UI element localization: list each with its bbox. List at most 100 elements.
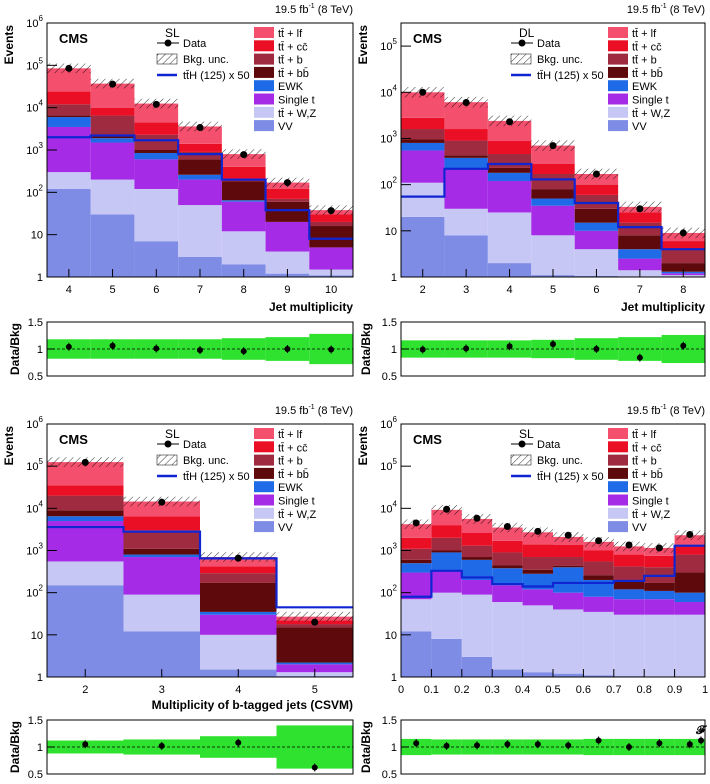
singlet-bar [221, 201, 266, 232]
ttv-bar [674, 614, 705, 677]
x-tick-label: 8 [680, 284, 686, 296]
panel-4: 1 10 102 103 104 105 106 0 0.1 0.2 0.3 0.4 0.5 0.6 0.7… [356, 404, 708, 781]
tth-line [401, 162, 705, 251]
singlet-bar [618, 258, 662, 271]
y-tick-label: 106 [380, 415, 397, 431]
ratio-point [698, 737, 704, 744]
legend-b-swatch [608, 454, 628, 466]
legend-b-swatch [254, 454, 274, 466]
channel-label: SL [165, 26, 180, 40]
legend-data-marker [518, 440, 526, 448]
legend-vv-label: VV [632, 121, 647, 133]
bb-bar [492, 565, 523, 569]
legend-ttv-swatch [608, 106, 628, 118]
x-tick-label: 0.2 [454, 684, 469, 696]
ratio-point [413, 740, 420, 747]
singlet-bar [492, 585, 523, 603]
bb-bar [461, 557, 493, 560]
data-point [655, 544, 663, 552]
x-tick-label: 0.1 [424, 684, 439, 696]
legend-cc-label: tt̄ + cc̄ [278, 41, 308, 53]
x-tick-label: 10 [325, 284, 337, 296]
legend-cc-label: tt̄ + cc̄ [632, 442, 662, 454]
bb-bar [47, 510, 124, 517]
x-tick-label: 4 [507, 284, 513, 296]
y-tick-label: 102 [380, 584, 397, 600]
data-point [65, 64, 73, 72]
ratio-y-tick-label: 0.5 [28, 769, 43, 781]
singlet-bar [583, 596, 614, 612]
data-point [564, 531, 572, 539]
legend-ewk-swatch [608, 80, 628, 92]
singlet-bar [487, 180, 532, 213]
cc-bar [487, 141, 532, 155]
ewk-bar [221, 200, 266, 202]
legend-singlet-label: Single t [278, 95, 315, 107]
b-bar [674, 554, 705, 573]
ttv-bar [431, 592, 462, 639]
cc-bar [444, 129, 488, 141]
vv-bar [47, 188, 91, 277]
legend-data-label: Data [183, 38, 207, 50]
x-tick-label: 9 [284, 284, 290, 296]
singlet-bar [265, 221, 310, 252]
bb-bar [90, 136, 135, 139]
x-axis-label: Jet multiplicity [269, 300, 353, 314]
ttv-bar [461, 594, 493, 657]
x-tick-label: 4 [66, 284, 72, 296]
singlet-bar [309, 247, 353, 270]
legend-cc-swatch [254, 441, 274, 453]
ttv-bar [401, 182, 445, 217]
b-bar [431, 537, 462, 551]
ratio-point [328, 346, 335, 353]
x-tick-label: 0 [398, 684, 404, 696]
vv-bar [553, 673, 584, 677]
singlet-bar [531, 205, 575, 236]
ratio-point [680, 342, 687, 349]
cc-bar [90, 107, 135, 116]
vv-bar [431, 638, 462, 677]
b-bar [661, 249, 705, 264]
y-tick-label: 103 [380, 542, 397, 558]
ratio-point [686, 741, 693, 748]
bb-bar [674, 572, 705, 593]
y-tick-label: 1 [37, 272, 43, 284]
ttv-bar [531, 235, 575, 276]
legend-tth-label: tt̄H (125) x 50 [537, 70, 604, 82]
lumi-label: 19.5 fb-1 (8 TeV) [627, 404, 705, 417]
singlet-bar [444, 168, 488, 209]
ratio-point [474, 742, 480, 749]
singlet-bar [613, 599, 645, 615]
ttv-bar [553, 609, 584, 674]
ewk-bar [618, 249, 662, 259]
x-tick-label: 6 [153, 284, 159, 296]
b-bar [574, 194, 619, 209]
ratio-point [235, 739, 242, 746]
ratio-point [82, 741, 89, 748]
lf-bar [47, 68, 91, 92]
legend-singlet-swatch [608, 93, 628, 105]
data-point [234, 554, 242, 562]
singlet-bar [200, 614, 277, 635]
cc-bar [661, 241, 705, 250]
legend-singlet-label: Single t [632, 95, 669, 107]
ewk-bar [644, 590, 675, 600]
ratio-y-tick-label: 0.5 [382, 371, 397, 383]
bb-bar [221, 181, 266, 201]
b-bar [401, 129, 445, 140]
lumi-label: 19.5 fb-1 (8 TeV) [275, 404, 353, 417]
legend-cc-swatch [608, 40, 628, 52]
bb-bar [661, 263, 705, 272]
legend-singlet-label: Single t [278, 496, 315, 508]
cc-bar [200, 566, 277, 574]
bb-bar [401, 559, 432, 564]
cc-bar [47, 91, 91, 105]
bb-bar [613, 581, 645, 590]
legend-ewk-label: EWK [632, 81, 658, 93]
legend-lf-label: tt̄ + lf [632, 28, 657, 40]
legend-vv-label: VV [632, 522, 647, 534]
ewk-bar [123, 554, 200, 558]
x-tick-label: 0.3 [485, 684, 500, 696]
ratio-point [158, 742, 165, 749]
ratio-point [504, 741, 511, 748]
